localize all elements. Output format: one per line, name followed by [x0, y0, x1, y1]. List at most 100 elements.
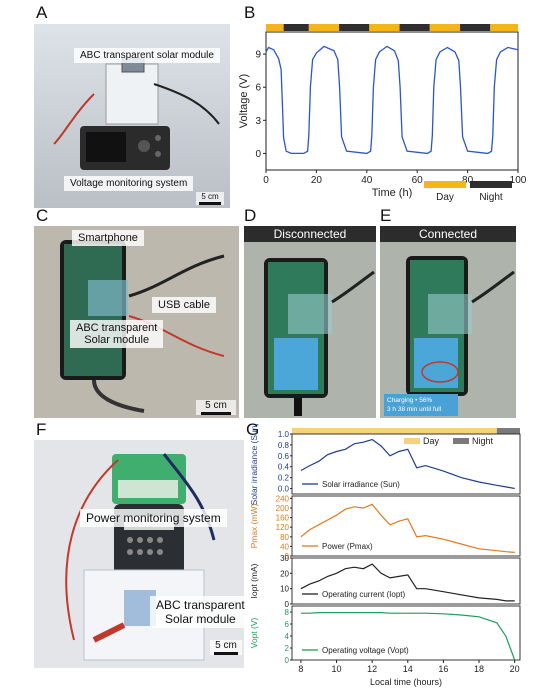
panel-f-module-line1: ABC transparent — [156, 598, 245, 612]
day-night-band-3 — [339, 24, 370, 31]
g-ytick-label-3-4: 8 — [285, 608, 290, 617]
g-ytick-label-2-0: 0 — [285, 600, 290, 609]
g-subplot-frame-3 — [291, 605, 521, 661]
g-ytick-label-0-0: 0.0 — [278, 485, 290, 494]
panel-e-photo-art — [380, 242, 516, 418]
g-xtick-label-3: 14 — [403, 664, 413, 674]
panel-c-module-line1: ABC transparent — [76, 322, 158, 334]
panel-a-module-label: ABC transparent solar module — [74, 48, 220, 63]
day-night-band-5 — [399, 24, 430, 31]
g-xaxis-label: Local time (hours) — [370, 677, 442, 687]
g-ylabel-3: Vopt (V) — [249, 617, 259, 648]
g-series-line-2 — [300, 563, 515, 602]
g-ytick-label-2-1: 10 — [280, 585, 289, 594]
x-tick-label-2: 40 — [361, 175, 373, 186]
panel-a-scale-text: 5 cm — [201, 192, 219, 201]
panel-d-photo-art — [244, 242, 376, 418]
g-ytick-label-1-6: 240 — [276, 494, 290, 503]
g-xtick-label-6: 20 — [510, 664, 520, 674]
g-xtick-label-0: 8 — [298, 664, 303, 674]
solar-module-stand — [105, 63, 159, 125]
g-subplot-frame-2 — [291, 557, 521, 605]
g-ytick-label-0-5: 1.0 — [278, 430, 290, 439]
g-legend-text-3: Operating voltage (Vopt) — [322, 646, 409, 655]
day-night-band-7 — [460, 24, 491, 31]
g-series-line-1 — [300, 503, 515, 553]
g-series-line-0 — [300, 438, 515, 490]
g-legend-day-swatch — [404, 438, 420, 444]
g-day-night-band-1 — [496, 428, 520, 434]
y-tick-label-2: 6 — [255, 83, 261, 94]
day-night-band-2 — [308, 24, 340, 31]
panel-e-charging-overlay: Charging • 56% 3 h 38 min until full — [384, 394, 458, 416]
g-legend-text-2: Operating current (Iopt) — [322, 590, 405, 599]
g-ylabel-0: Solar irradiance (Sun) — [249, 424, 259, 505]
panel-a-scalebar: 5 cm — [196, 192, 224, 205]
panel-g-letter: G — [246, 420, 260, 439]
x-tick-label-3: 60 — [412, 175, 424, 186]
g-ytick-label-3-3: 6 — [285, 620, 290, 629]
g-ytick-label-1-4: 160 — [276, 514, 290, 523]
panel-f-photo-art — [34, 440, 244, 668]
g-legend-night-swatch — [453, 438, 469, 444]
panel-d-photo — [244, 242, 376, 418]
y-axis-label: Voltage (V) — [238, 74, 250, 128]
day-night-band-8 — [490, 24, 518, 31]
g-legend-text-1: Power (Pmax) — [322, 542, 373, 551]
g-legend-text-0: Solar irradiance (Sun) — [322, 480, 400, 489]
panel-e-overlay-line1: Charging • 56% — [387, 397, 433, 404]
panel-e-overlay-line2: 3 h 38 min until full — [387, 406, 442, 413]
g-ytick-label-3-0: 0 — [285, 656, 290, 665]
g-ytick-label-0-2: 0.4 — [278, 463, 290, 472]
panel-f-scale-text: 5 cm — [215, 640, 237, 651]
g-ytick-label-2-3: 30 — [280, 554, 289, 563]
panel-c-letter: C — [36, 206, 49, 225]
panel-f-scalebar: 5 cm — [210, 640, 242, 655]
panel-f-module-label: ABC transparent Solar module — [150, 596, 251, 628]
g-ytick-label-1-0: 0 — [285, 552, 290, 561]
g-ytick-label-1-2: 80 — [280, 533, 289, 542]
panel-g-chart: Day Night 0.0 0.2 0.4 0.6 0.8 1.0 Solar irradian… — [249, 424, 521, 687]
panel-e-photo — [380, 242, 516, 418]
panel-f-photo — [34, 440, 244, 668]
g-legend-day-label: Day — [423, 436, 440, 446]
g-xtick-label-5: 18 — [474, 664, 484, 674]
panel-b-letter: B — [244, 3, 256, 22]
legend-day-swatch — [424, 181, 466, 188]
day-night-band-4 — [369, 24, 400, 31]
x-tick-label-5: 100 — [510, 175, 527, 186]
panel-f-module-line2: Solar module — [165, 612, 236, 626]
panel-e-letter: E — [380, 206, 392, 225]
panel-e-header: Connected — [380, 226, 516, 242]
g-ytick-label-3-2: 4 — [285, 632, 290, 641]
g-xtick-label-1: 10 — [332, 664, 342, 674]
g-series-line-3 — [300, 612, 516, 661]
plot-frame — [265, 31, 519, 171]
day-night-band-6 — [429, 24, 461, 31]
panel-d-letter: D — [244, 206, 257, 225]
transparent-module — [88, 280, 128, 316]
g-ylabel-2: Iopt (mA) — [249, 563, 259, 598]
g-ytick-label-0-4: 0.8 — [278, 441, 290, 450]
g-ytick-label-1-1: 40 — [280, 542, 289, 551]
g-ytick-label-2-2: 20 — [280, 569, 289, 578]
panel-a-letter: A — [36, 3, 48, 22]
g-subplot-frame-0 — [291, 433, 521, 495]
panel-c-module-label: ABC transparent Solar module — [70, 320, 164, 348]
legend-night-label: Night — [479, 192, 503, 203]
g-day-night-band-0 — [292, 428, 497, 434]
panel-d-header: Disconnected — [244, 226, 376, 242]
g-ytick-label-0-3: 0.6 — [278, 452, 290, 461]
voltage-series-line — [265, 45, 519, 155]
panel-c-scalebar: 5 cm — [196, 400, 236, 415]
legend-day-label: Day — [436, 192, 454, 203]
g-ytick-label-0-1: 0.2 — [278, 474, 290, 483]
x-axis-label: Time (h) — [372, 187, 413, 199]
x-tick-label-0: 0 — [263, 175, 269, 186]
g-ylabel-1: Pmax (mW) — [249, 503, 259, 548]
panel-c-module-line2: Solar module — [84, 334, 150, 346]
panel-f-monitor-label: Power monitoring system — [80, 509, 227, 527]
x-tick-label-4: 80 — [462, 175, 474, 186]
g-ytick-label-1-3: 120 — [276, 523, 290, 532]
g-xtick-label-4: 16 — [438, 664, 448, 674]
